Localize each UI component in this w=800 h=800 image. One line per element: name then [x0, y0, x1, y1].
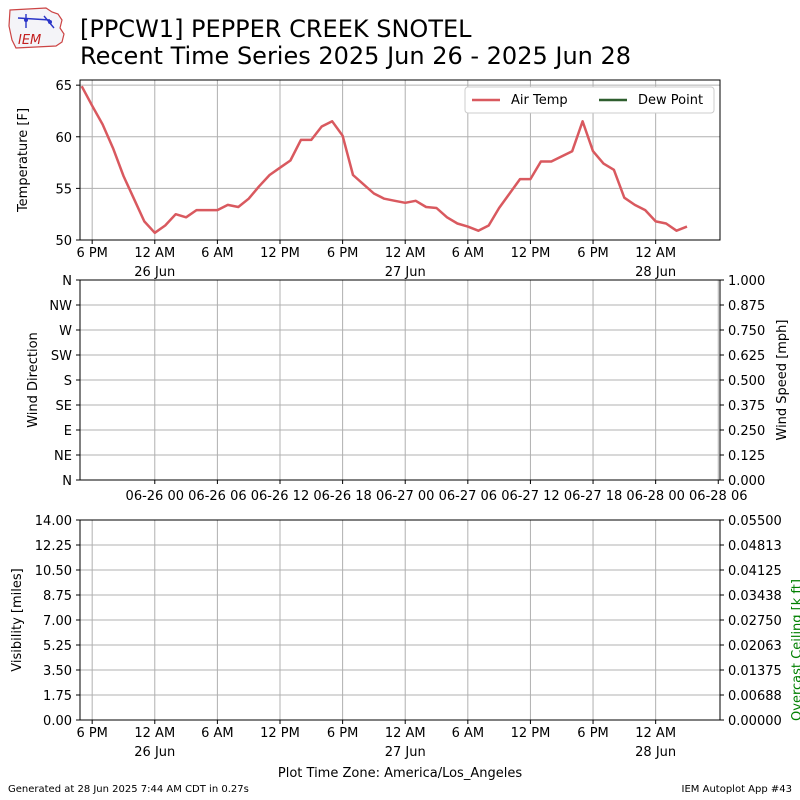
wind-speed-tick-label: 0.500 [728, 374, 765, 389]
ceiling-tick-label: 0.00688 [728, 689, 782, 704]
temp-ytick-label: 55 [55, 182, 72, 197]
wind-xtick-label: 06-28 06 [689, 489, 747, 504]
wind-direction-tick-label: NW [49, 299, 72, 314]
temp-xtick-label: 12 PM [511, 246, 551, 261]
temp-xtick-label: 6 AM [452, 246, 485, 261]
wind-xtick-label: 06-28 00 [626, 489, 684, 504]
temp-ytick-label: 60 [55, 131, 72, 146]
vis-xtick-date: 26 Jun [134, 745, 175, 760]
visibility-tick-label: 1.75 [43, 689, 72, 704]
temp-xtick-label: 6 AM [201, 246, 234, 261]
iem-logo: IEM [8, 7, 65, 49]
wind-xtick-label: 06-27 12 [501, 489, 559, 504]
time-zone-xlabel: Plot Time Zone: America/Los_Angeles [278, 766, 522, 781]
vis-xtick-label: 12 AM [385, 726, 426, 741]
vis-xtick-label: 12 AM [635, 726, 676, 741]
legend-label-air-temp: Air Temp [511, 93, 568, 108]
wind-xtick-label: 06-27 06 [439, 489, 497, 504]
ceiling-tick-label: 0.02063 [728, 639, 782, 654]
wind-xtick-label: 06-26 12 [251, 489, 309, 504]
visibility-ylabel: Visibility [miles] [10, 568, 25, 671]
visibility-tick-label: 3.50 [43, 664, 72, 679]
temp-xtick-label: 12 AM [134, 246, 175, 261]
chart-title: [PPCW1] PEPPER CREEK SNOTEL Recent Time … [80, 16, 631, 70]
legend-label-dew-point: Dew Point [638, 93, 703, 108]
temp-xtick-label: 6 PM [577, 246, 608, 261]
wind-speed-tick-label: 1.000 [728, 274, 765, 289]
wind-xtick-label: 06-26 00 [126, 489, 184, 504]
title-line-station: [PPCW1] PEPPER CREEK SNOTEL [80, 15, 472, 43]
temp-xtick-label: 12 AM [385, 246, 426, 261]
temp-xtick-label: 6 PM [327, 246, 358, 261]
wind-direction-tick-label: NE [54, 449, 72, 464]
legend-box [464, 86, 715, 114]
vis-xtick-label: 12 PM [511, 726, 551, 741]
generated-note: Generated at 28 Jun 2025 7:44 AM CDT in … [8, 784, 249, 795]
wind-xtick-label: 06-27 18 [564, 489, 622, 504]
wind-direction-tick-label: S [64, 374, 72, 389]
vis-xtick-label: 12 AM [134, 726, 175, 741]
ceiling-tick-label: 0.04813 [728, 539, 782, 554]
ceiling-tick-label: 0.04125 [728, 564, 782, 579]
ceiling-tick-label: 0.03438 [728, 589, 782, 604]
temp-axes-frame [79, 79, 721, 241]
wind-xtick-label: 06-27 00 [376, 489, 434, 504]
visibility-tick-label: 12.25 [35, 539, 72, 554]
wind-xtick-label: 06-26 18 [313, 489, 371, 504]
temp-ylabel: Temperature [F] [16, 108, 31, 213]
vis-xtick-label: 6 PM [327, 726, 358, 741]
wind-speed-tick-label: 0.250 [728, 424, 765, 439]
vis-axes-frame [79, 519, 721, 721]
wind-speed-tick-label: 0.750 [728, 324, 765, 339]
temp-xtick-label: 12 PM [260, 246, 300, 261]
wind-speed-tick-label: 0.125 [728, 449, 765, 464]
wind-speed-tick-label: 0.375 [728, 399, 765, 414]
ceiling-ylabel: Overcast Ceiling [k ft] [790, 579, 800, 721]
visibility-tick-label: 8.75 [43, 589, 72, 604]
vis-xtick-date: 28 Jun [635, 745, 676, 760]
visibility-tick-label: 0.00 [43, 714, 72, 729]
wind-direction-tick-label: E [64, 424, 72, 439]
temp-ytick-label: 50 [55, 234, 72, 249]
visibility-tick-label: 7.00 [43, 614, 72, 629]
wind-direction-tick-label: N [62, 474, 72, 489]
ceiling-tick-label: 0.05500 [728, 514, 782, 529]
vis-xtick-date: 27 Jun [385, 745, 426, 760]
wind-speed-tick-label: 0.625 [728, 349, 765, 364]
visibility-tick-label: 5.25 [43, 639, 72, 654]
wind-speed-tick-label: 0.000 [728, 474, 765, 489]
wind-axes-frame [79, 279, 721, 481]
temp-ytick-label: 65 [55, 79, 72, 94]
app-note: IEM Autoplot App #43 [681, 784, 792, 795]
temp-xtick-label: 12 AM [635, 246, 676, 261]
wind-direction-tick-label: SE [56, 399, 72, 414]
vis-xtick-label: 12 PM [260, 726, 300, 741]
wind-direction-ylabel: Wind Direction [26, 332, 41, 428]
wind-speed-ylabel: Wind Speed [mph] [775, 320, 790, 441]
wind-direction-tick-label: W [59, 324, 72, 339]
temp-xtick-date: 27 Jun [385, 265, 426, 280]
ceiling-tick-label: 0.00000 [728, 714, 782, 729]
logo-text: IEM [18, 33, 41, 48]
visibility-tick-label: 10.50 [35, 564, 72, 579]
wind-speed-tick-label: 0.875 [728, 299, 765, 314]
wind-direction-tick-label: N [62, 274, 72, 289]
title-line-range: Recent Time Series 2025 Jun 26 - 2025 Ju… [80, 42, 632, 70]
ceiling-tick-label: 0.02750 [728, 614, 782, 629]
visibility-tick-label: 14.00 [35, 514, 72, 529]
temp-xtick-date: 28 Jun [635, 265, 676, 280]
vis-xtick-label: 6 AM [201, 726, 234, 741]
wind-xtick-label: 06-26 06 [188, 489, 246, 504]
vis-xtick-label: 6 AM [452, 726, 485, 741]
vis-xtick-label: 6 PM [76, 726, 107, 741]
wind-direction-tick-label: SW [51, 349, 72, 364]
temp-xtick-label: 6 PM [76, 246, 107, 261]
temp-xtick-date: 26 Jun [134, 265, 175, 280]
vis-xtick-label: 6 PM [577, 726, 608, 741]
ceiling-tick-label: 0.01375 [728, 664, 782, 679]
